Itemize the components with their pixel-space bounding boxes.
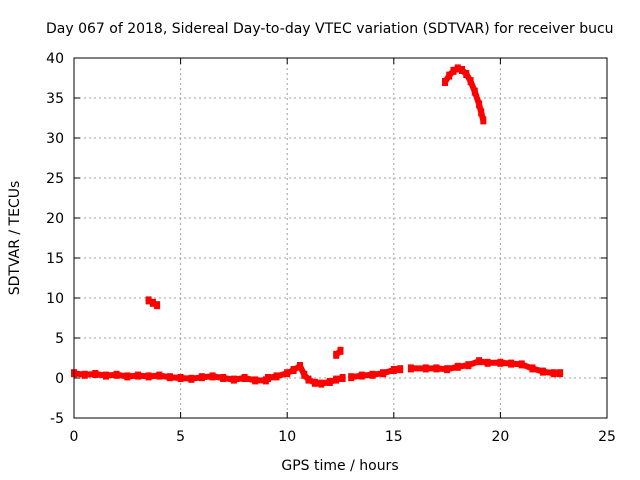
data-point	[446, 71, 453, 80]
data-point	[326, 378, 333, 386]
data-point	[484, 358, 491, 367]
data-point	[154, 301, 161, 310]
data-point	[166, 373, 173, 382]
data-point	[471, 87, 478, 96]
data-point	[145, 296, 152, 305]
data-point	[397, 365, 404, 374]
axis-ticks: 0 5 10 15 20 25 -5 0 5 10 15 20 25 30 35 40	[46, 51, 616, 445]
data-point	[339, 374, 346, 382]
data-point	[348, 373, 355, 382]
data-point	[433, 364, 440, 373]
data-point	[407, 364, 414, 373]
data-point	[177, 374, 184, 382]
data-point	[113, 370, 120, 379]
x-tick-label: 0	[70, 429, 79, 445]
data-point	[318, 379, 325, 388]
data-point	[478, 108, 485, 117]
chart-title: Day 067 of 2018, Sidereal Day-to-day VTE…	[46, 21, 614, 37]
y-tick-label: 30	[46, 131, 64, 147]
data-point	[124, 372, 131, 381]
data-point	[454, 362, 461, 371]
y-axis-label: SDTVAR / TECUs	[7, 181, 23, 296]
data-point	[230, 375, 237, 384]
y-tick-label: 5	[55, 331, 64, 347]
data-point	[265, 374, 271, 382]
y-tick-label: 25	[46, 171, 64, 187]
data-point	[333, 350, 340, 359]
data-point	[103, 371, 109, 380]
y-tick-label: -5	[50, 411, 64, 427]
data-point	[220, 374, 227, 382]
data-point	[156, 371, 163, 380]
x-tick-label: 25	[598, 429, 616, 445]
data-point	[145, 372, 152, 381]
y-tick-label: 20	[46, 211, 64, 227]
data-point	[369, 370, 376, 379]
data-point	[454, 64, 461, 73]
data-point	[333, 375, 340, 384]
data-point	[465, 361, 472, 370]
data-point	[273, 372, 280, 381]
data-point	[422, 364, 429, 373]
data-point	[198, 373, 205, 382]
data-point	[390, 366, 397, 374]
data-point	[284, 369, 291, 378]
data-point	[149, 298, 156, 307]
x-tick-label: 15	[385, 429, 403, 445]
data-point	[209, 372, 216, 381]
x-tick-label: 5	[176, 429, 185, 445]
data-point	[518, 360, 525, 369]
y-tick-label: 15	[46, 251, 64, 267]
data-point	[188, 374, 195, 383]
data-point	[380, 369, 387, 378]
plot-frame	[73, 57, 608, 419]
data-point	[444, 365, 451, 374]
data-point	[459, 66, 465, 74]
data-point	[311, 378, 318, 387]
x-tick-label: 20	[491, 429, 509, 445]
data-point	[508, 359, 515, 368]
x-tick-label: 10	[278, 429, 296, 445]
y-tick-label: 10	[46, 291, 64, 307]
data-point	[442, 78, 448, 86]
data-point	[497, 358, 504, 367]
data-point	[290, 366, 297, 374]
data-point	[476, 357, 483, 366]
data-point	[297, 362, 303, 370]
data-point	[301, 370, 308, 379]
data-point	[467, 77, 474, 86]
y-tick-label: 35	[46, 91, 64, 107]
data-point	[92, 370, 99, 378]
y-tick-label: 0	[55, 371, 64, 387]
data-point	[540, 367, 546, 376]
data-point	[81, 370, 88, 379]
data-point	[358, 371, 365, 380]
data-point	[550, 369, 557, 378]
data-point	[252, 376, 259, 385]
data-point	[305, 375, 312, 384]
data-point	[529, 364, 536, 373]
data-point	[480, 116, 487, 125]
data-point	[337, 346, 344, 355]
data-point	[241, 374, 248, 382]
data-point	[450, 66, 457, 75]
x-axis-label: GPS time / hours	[281, 458, 398, 474]
data-point	[463, 70, 470, 78]
y-tick-label: 40	[46, 51, 64, 67]
data-point	[557, 369, 564, 378]
data-point	[135, 371, 141, 380]
data-point	[476, 100, 483, 109]
data-series	[71, 64, 564, 388]
